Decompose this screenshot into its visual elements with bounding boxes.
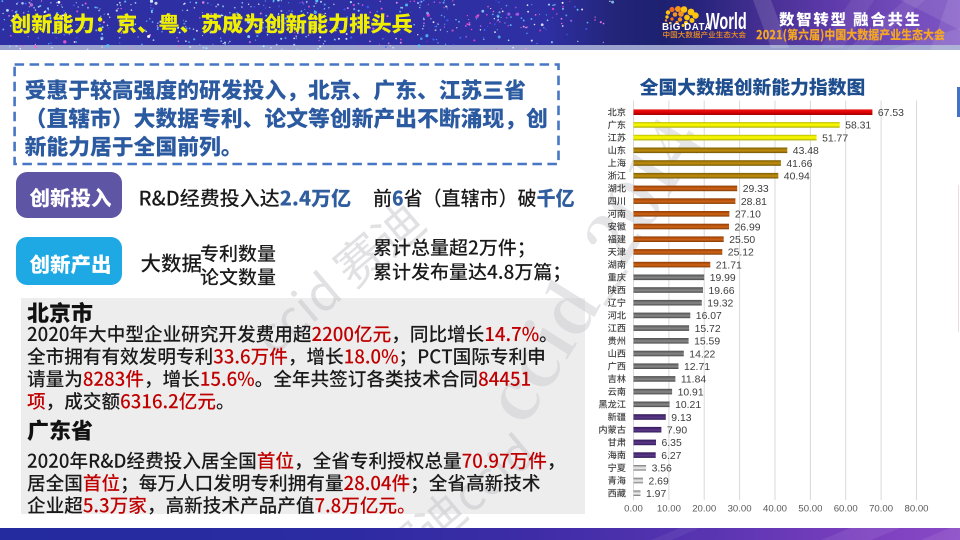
svg-text:29.33: 29.33: [743, 184, 769, 195]
svg-text:16.07: 16.07: [696, 311, 722, 322]
svg-text:7.90: 7.90: [667, 426, 687, 437]
svg-text:9.13: 9.13: [671, 413, 691, 424]
svg-text:10.21: 10.21: [675, 400, 701, 411]
svg-text:25.12: 25.12: [728, 248, 754, 259]
svg-text:10.00: 10.00: [657, 504, 681, 515]
svg-text:43.48: 43.48: [793, 146, 819, 157]
svg-text:6.27: 6.27: [661, 451, 681, 462]
svg-text:3.56: 3.56: [652, 464, 672, 475]
svg-text:11.84: 11.84: [681, 375, 706, 386]
svg-text:15.59: 15.59: [694, 337, 720, 348]
svg-text:10.91: 10.91: [678, 387, 704, 398]
svg-text:70.00: 70.00: [869, 504, 893, 515]
svg-text:14.22: 14.22: [689, 349, 715, 360]
svg-text:40.00: 40.00: [763, 504, 787, 515]
svg-text:21.71: 21.71: [716, 260, 742, 271]
svg-text:30.00: 30.00: [728, 504, 752, 515]
svg-text:27.10: 27.10: [735, 210, 761, 221]
svg-text:25.50: 25.50: [729, 235, 755, 246]
svg-text:19.66: 19.66: [709, 286, 735, 297]
svg-text:50.00: 50.00: [798, 504, 822, 515]
svg-text:58.31: 58.31: [845, 121, 871, 132]
svg-text:40.94: 40.94: [784, 172, 810, 183]
svg-text:19.32: 19.32: [707, 299, 733, 310]
svg-text:28.81: 28.81: [741, 197, 767, 208]
svg-text:67.53: 67.53: [878, 108, 904, 119]
svg-text:2.69: 2.69: [649, 476, 669, 487]
svg-text:19.99: 19.99: [710, 273, 736, 284]
svg-text:60.00: 60.00: [834, 504, 858, 515]
svg-text:41.66: 41.66: [786, 159, 812, 170]
svg-text:26.99: 26.99: [735, 222, 761, 233]
svg-text:80.00: 80.00: [904, 504, 928, 515]
svg-text:1.97: 1.97: [646, 489, 666, 500]
svg-text:51.77: 51.77: [822, 133, 848, 144]
svg-text:12.71: 12.71: [684, 362, 710, 373]
svg-text:15.72: 15.72: [695, 324, 721, 335]
svg-text:6.35: 6.35: [662, 438, 682, 449]
svg-text:0.00: 0.00: [624, 504, 643, 515]
svg-text:20.00: 20.00: [692, 504, 716, 515]
